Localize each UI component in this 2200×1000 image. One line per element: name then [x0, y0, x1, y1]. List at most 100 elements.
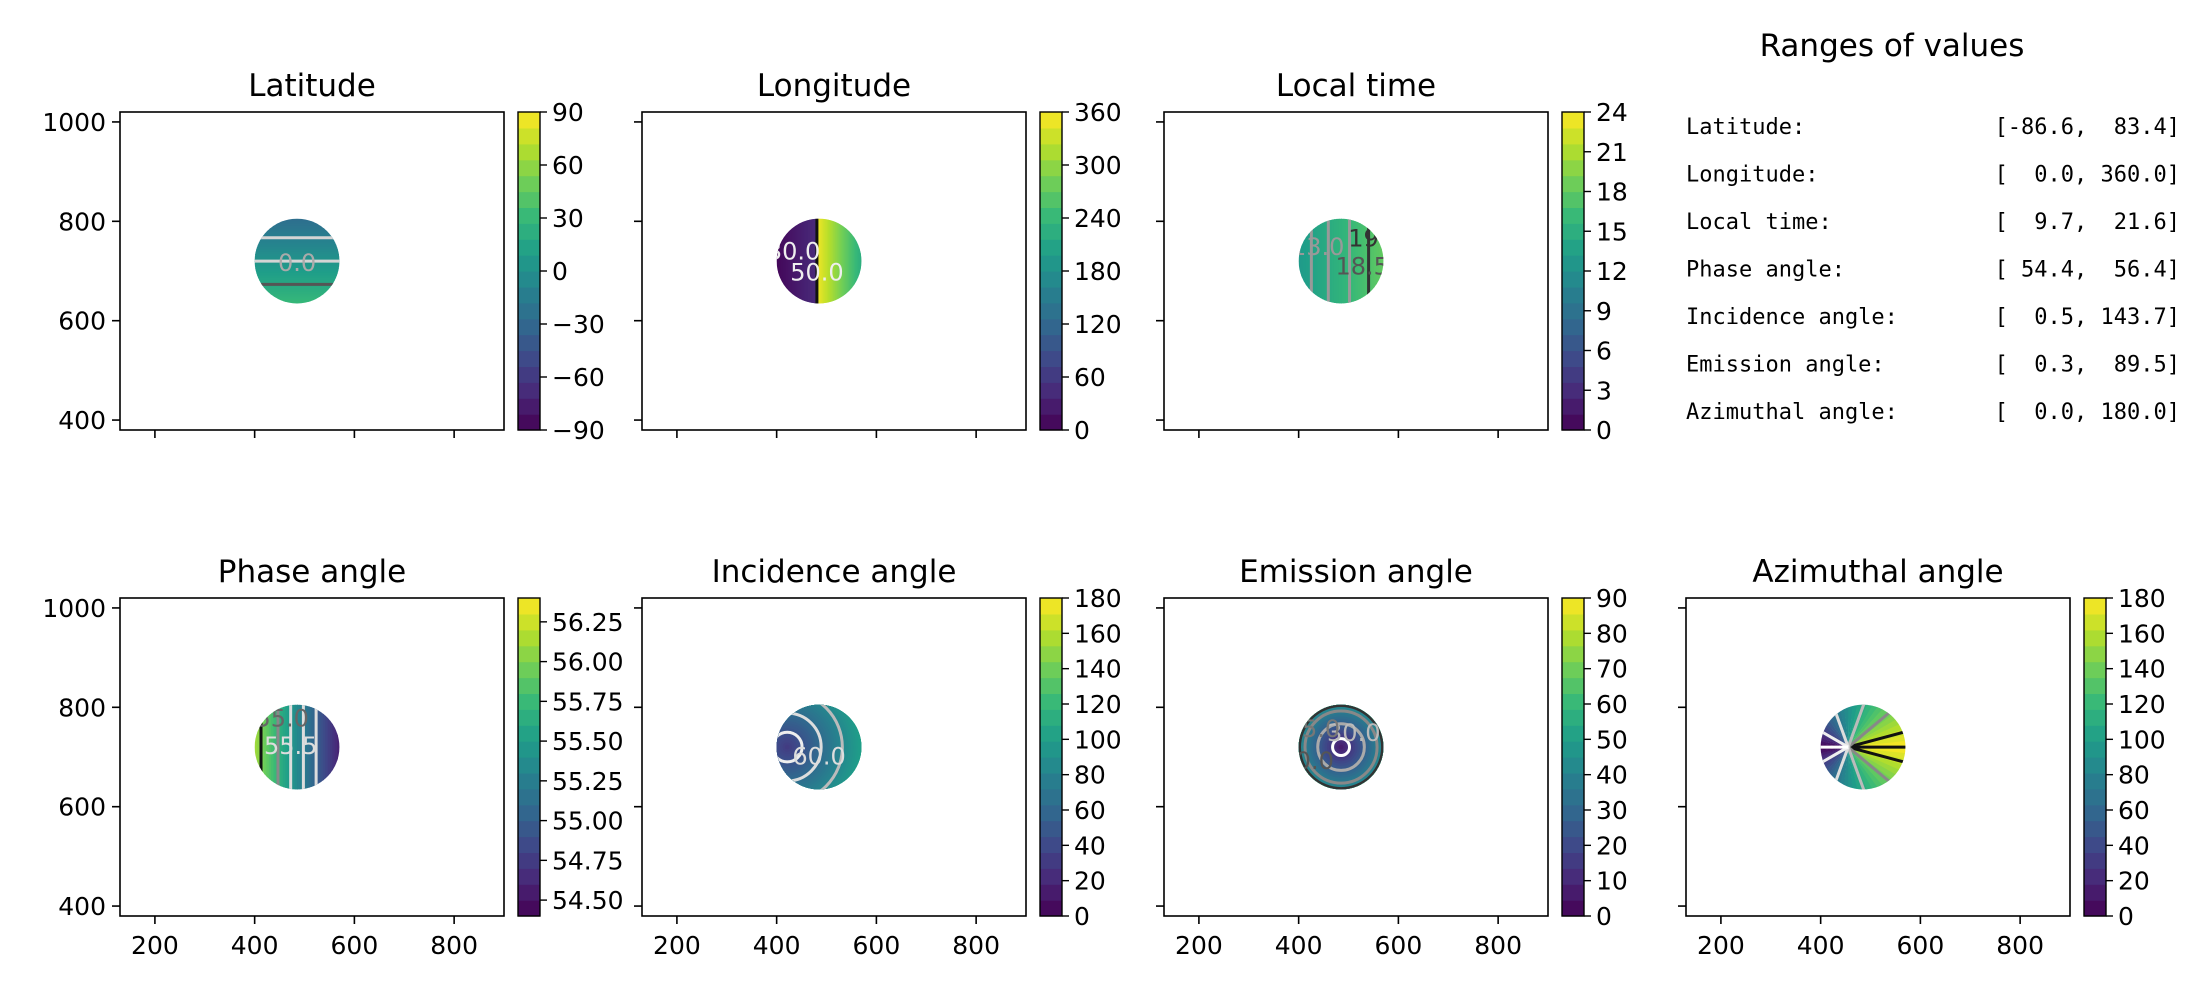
range-value: [ 0.0, 180.0] — [1995, 400, 2180, 425]
colorbar: 0 20 40 60 80 100 120 140 160 180 — [2083, 584, 2166, 931]
contour-label: 50.0 — [790, 259, 843, 287]
colorbar-tick-label: 20 — [1596, 831, 1628, 860]
x-tick-label: 800 — [952, 931, 1000, 960]
x-tick-label: 200 — [1175, 931, 1223, 960]
colorbar-tick-label: 140 — [2118, 655, 2166, 684]
subplot-title: Azimuthal angle — [1752, 554, 2003, 590]
colorbar-tick-label: 15 — [1596, 217, 1628, 246]
y-tick-label: 600 — [58, 307, 106, 336]
colorbar: 0 60 120 180 240 300 360 — [1039, 98, 1122, 445]
contour-label: 45.0 — [1287, 715, 1340, 743]
contour-line — [1316, 722, 1366, 772]
colorbar: −90 −60 −30 0 30 60 90 — [517, 98, 605, 445]
contour-label: 55.0 — [255, 704, 308, 732]
x-tick-label: 400 — [1275, 931, 1323, 960]
contour-line — [1847, 712, 1906, 749]
range-value: [ 0.0, 360.0] — [1995, 163, 2180, 188]
y-tick-label: 1000 — [42, 108, 106, 137]
colorbar-tick-label: 120 — [2118, 690, 2166, 719]
contour-line — [776, 730, 804, 764]
colorbar-tick-label: 80 — [1074, 761, 1106, 790]
disc-image: 60.0 — [776, 704, 862, 790]
subplot-emission-angle: Emission angle 30.045.0 60.0 200 400 600 800 0 1… — [1156, 554, 1628, 960]
colorbar-tick-label: 20 — [2118, 867, 2150, 896]
axes-frame — [1163, 111, 1549, 431]
contour-label: 0.0 — [278, 249, 316, 277]
subplot-title: Incidence angle — [712, 554, 957, 590]
colorbar-tick-label: 60 — [2118, 796, 2150, 825]
colorbar-tick-label: 55.50 — [552, 727, 624, 756]
range-label: Local time: — [1686, 210, 1832, 235]
colorbar-tick-label: 21 — [1596, 138, 1628, 167]
colorbar-tick-label: 0 — [2118, 902, 2134, 931]
colorbar-tick-label: 54.75 — [552, 846, 624, 875]
x-tick-label: 800 — [1474, 931, 1522, 960]
contour-line — [776, 704, 844, 790]
colorbar-tick-label: 56.00 — [552, 648, 624, 677]
colorbar-tick-label: 80 — [1596, 619, 1628, 648]
range-value: [ 0.5, 143.7] — [1995, 305, 2180, 330]
colorbar-tick-label: 0 — [1074, 416, 1090, 445]
colorbar-tick-label: 3 — [1596, 376, 1612, 405]
colorbar-tick-label: 120 — [1074, 690, 1122, 719]
axes-frame — [641, 111, 1027, 431]
colorbar-tick-label: 56.25 — [552, 608, 624, 637]
subplot-phase-angle: Phase angle 55.055.5 200 400 600 800 400 600 800… — [42, 554, 623, 960]
x-tick-label: 200 — [131, 931, 179, 960]
colorbar-tick-label: 60 — [552, 151, 584, 180]
colorbar-tick-label: 55.75 — [552, 687, 624, 716]
colorbar-tick-label: 12 — [1596, 257, 1628, 286]
y-tick-label: 400 — [58, 406, 106, 435]
contour-line — [1846, 704, 1894, 748]
axes-frame — [1685, 597, 2071, 917]
contour-label: 55.5 — [264, 732, 317, 760]
subplot-title: Local time — [1276, 68, 1436, 104]
colorbar-tick-label: 120 — [1074, 310, 1122, 339]
axes-frame — [119, 111, 505, 431]
colorbar-tick-label: 160 — [1074, 619, 1122, 648]
contour-line — [1820, 745, 1849, 790]
range-label: Longitude: — [1686, 163, 1818, 188]
colorbar-tick-label: 30 — [1596, 796, 1628, 825]
contour-label: 30.0 — [1327, 719, 1380, 747]
colorbar-tick-label: 300 — [1074, 151, 1122, 180]
y-tick-label: 800 — [58, 207, 106, 236]
contour-label: 19.5 — [1348, 225, 1401, 253]
contour-label: 18.5 — [1336, 252, 1389, 280]
disc-image: 13.018.519.5 — [1291, 218, 1401, 304]
colorbar-tick-label: 240 — [1074, 204, 1122, 233]
colorbar-tick-label: 100 — [1074, 725, 1122, 754]
contour-label: 13.0 — [1291, 233, 1344, 261]
x-tick-label: 600 — [1897, 931, 1945, 960]
contour-label: 60.0 — [792, 743, 845, 771]
x-tick-label: 800 — [1996, 931, 2044, 960]
colorbar-tick-label: 180 — [2118, 584, 2166, 613]
axes-frame — [641, 597, 1027, 917]
colorbar-tick-label: 140 — [1074, 655, 1122, 684]
colorbar-tick-label: 160 — [2118, 619, 2166, 648]
subplot-title: Phase angle — [218, 554, 406, 590]
x-tick-label: 400 — [231, 931, 279, 960]
colorbar: 0 3 6 9 12 15 18 21 24 — [1561, 98, 1628, 445]
colorbar-tick-label: 60 — [1596, 690, 1628, 719]
colorbar-tick-label: 40 — [1596, 761, 1628, 790]
range-label: Phase angle: — [1686, 258, 1845, 283]
range-label: Latitude: — [1686, 115, 1805, 140]
subplot-title: Latitude — [248, 68, 376, 104]
colorbar-tick-label: 90 — [1596, 584, 1628, 613]
x-tick-label: 600 — [331, 931, 379, 960]
colorbar-tick-label: 90 — [552, 98, 584, 127]
colorbar-tick-label: 0 — [1074, 902, 1090, 931]
ranges-panel: Ranges of values Latitude: [-86.6, 83.4] L… — [1686, 28, 2180, 425]
colorbar: 0 10 20 30 40 50 60 70 80 90 — [1561, 584, 1628, 931]
contour-label: 30.0 — [767, 237, 820, 265]
colorbar-tick-label: 30 — [552, 204, 584, 233]
disc-image: 30.050.0 — [767, 218, 862, 304]
colorbar-tick-label: 360 — [1074, 98, 1122, 127]
colorbar-tick-label: 20 — [1074, 867, 1106, 896]
contour-line — [1820, 704, 1850, 748]
x-tick-label: 600 — [1375, 931, 1423, 960]
colorbar-tick-label: 9 — [1596, 297, 1612, 326]
contour-line — [1298, 704, 1384, 790]
